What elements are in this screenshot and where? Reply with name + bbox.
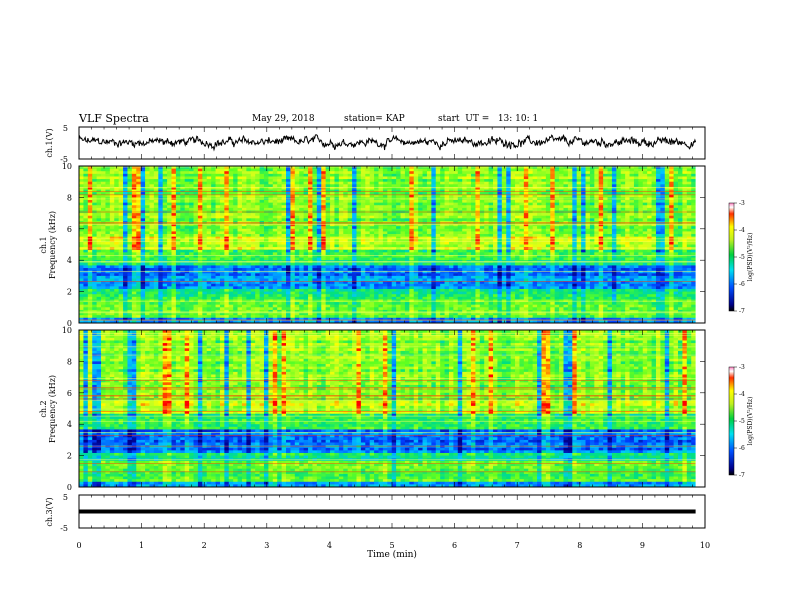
colorbar-label: log(PSD)(V²/Hz)	[747, 397, 754, 446]
chart-title: VLF Spectra	[79, 112, 149, 125]
x-tick-label: 2	[202, 541, 207, 550]
y-tick-label: 4	[67, 256, 72, 265]
colorbar-label: log(PSD)(V²/Hz)	[747, 233, 754, 282]
colorbar-tick-label: -3	[739, 364, 745, 371]
y-tick-label: 0	[67, 483, 72, 492]
colorbar-tick-label: -5	[739, 418, 745, 425]
colorbar	[728, 366, 735, 476]
x-axis-tick-labels: 0 1 2 3 4 5 6 7 8 9 10	[76, 541, 710, 550]
y-tick-label: 0	[67, 319, 72, 328]
y-tick-label: 10	[62, 326, 72, 335]
colorbar-ticks: -3 -4 -5 -6 -7	[734, 200, 745, 315]
y-tick-label: 6	[67, 225, 72, 234]
x-ticks	[78, 127, 706, 159]
colorbar-tick-label: -6	[739, 445, 745, 452]
y-tick-label: -5	[60, 524, 68, 533]
y-tick-label: -5	[60, 155, 68, 164]
y-axis-label: ch.1(V)	[45, 128, 54, 157]
y-tick-label: 2	[67, 288, 72, 297]
x-tick-label: 6	[452, 541, 457, 550]
ch1-waveform-line	[78, 133, 697, 152]
x-tick-label: 8	[577, 541, 582, 550]
x-ticks	[78, 495, 706, 528]
y-tick-label: 6	[67, 389, 72, 398]
x-tick-label: 10	[700, 541, 710, 550]
date-label: May 29, 2018	[252, 114, 315, 124]
colorbar	[728, 202, 735, 312]
colorbar-ticks: -3 -4 -5 -6 -7	[734, 364, 745, 479]
x-tick-label: 5	[389, 541, 394, 550]
colorbar-tick-label: -4	[739, 391, 745, 398]
y-axis-label: Frequency (kHz)	[48, 211, 57, 279]
colorbar-tick-label: -6	[739, 281, 745, 288]
y-tick-label: 2	[67, 452, 72, 461]
colorbar-tick-label: -7	[739, 308, 745, 315]
colorbar-tick-label: -3	[739, 200, 745, 207]
x-ticks	[78, 166, 706, 323]
x-tick-label: 4	[327, 541, 332, 550]
y-axis-label: ch.1	[39, 236, 48, 253]
x-tick-label: 7	[515, 541, 520, 550]
y-axis-label: ch.3(V)	[45, 497, 54, 526]
panel-ch3-waveform: 5 -5 ch.3(V)	[45, 493, 706, 533]
x-tick-label: 1	[139, 541, 144, 550]
colorbar-tick-label: -4	[739, 227, 745, 234]
colorbar-tick-label: -7	[739, 472, 745, 479]
y-axis-label: ch.2	[39, 400, 48, 417]
y-tick-label: 4	[67, 420, 72, 429]
y-tick-label: 5	[63, 493, 68, 502]
ch3-waveform-line	[79, 509, 696, 514]
x-ticks	[78, 330, 706, 487]
panel-ch1-waveform: 5 -5 ch.1(V)	[45, 124, 706, 164]
y-axis-label: Frequency (kHz)	[48, 375, 57, 443]
x-axis-label: Time (min)	[367, 549, 417, 560]
start-time-label: start UT = 13: 10: 1	[438, 114, 539, 124]
y-tick-label: 8	[67, 193, 72, 202]
x-tick-label: 3	[264, 541, 269, 550]
y-ticks: 0 2 4 6 8 10	[62, 326, 705, 492]
y-ticks: 0 2 4 6 8 10	[62, 162, 705, 328]
y-tick-label: 10	[62, 162, 72, 171]
station-label: station= KAP	[344, 114, 405, 124]
colorbar-tick-label: -5	[739, 254, 745, 261]
y-tick-label: 8	[67, 357, 72, 366]
ch1-spectrogram-image	[79, 166, 705, 324]
y-tick-label: 5	[63, 124, 68, 133]
x-tick-label: 0	[76, 541, 81, 550]
x-tick-label: 9	[640, 541, 645, 550]
ch2-spectrogram-image	[79, 330, 705, 488]
